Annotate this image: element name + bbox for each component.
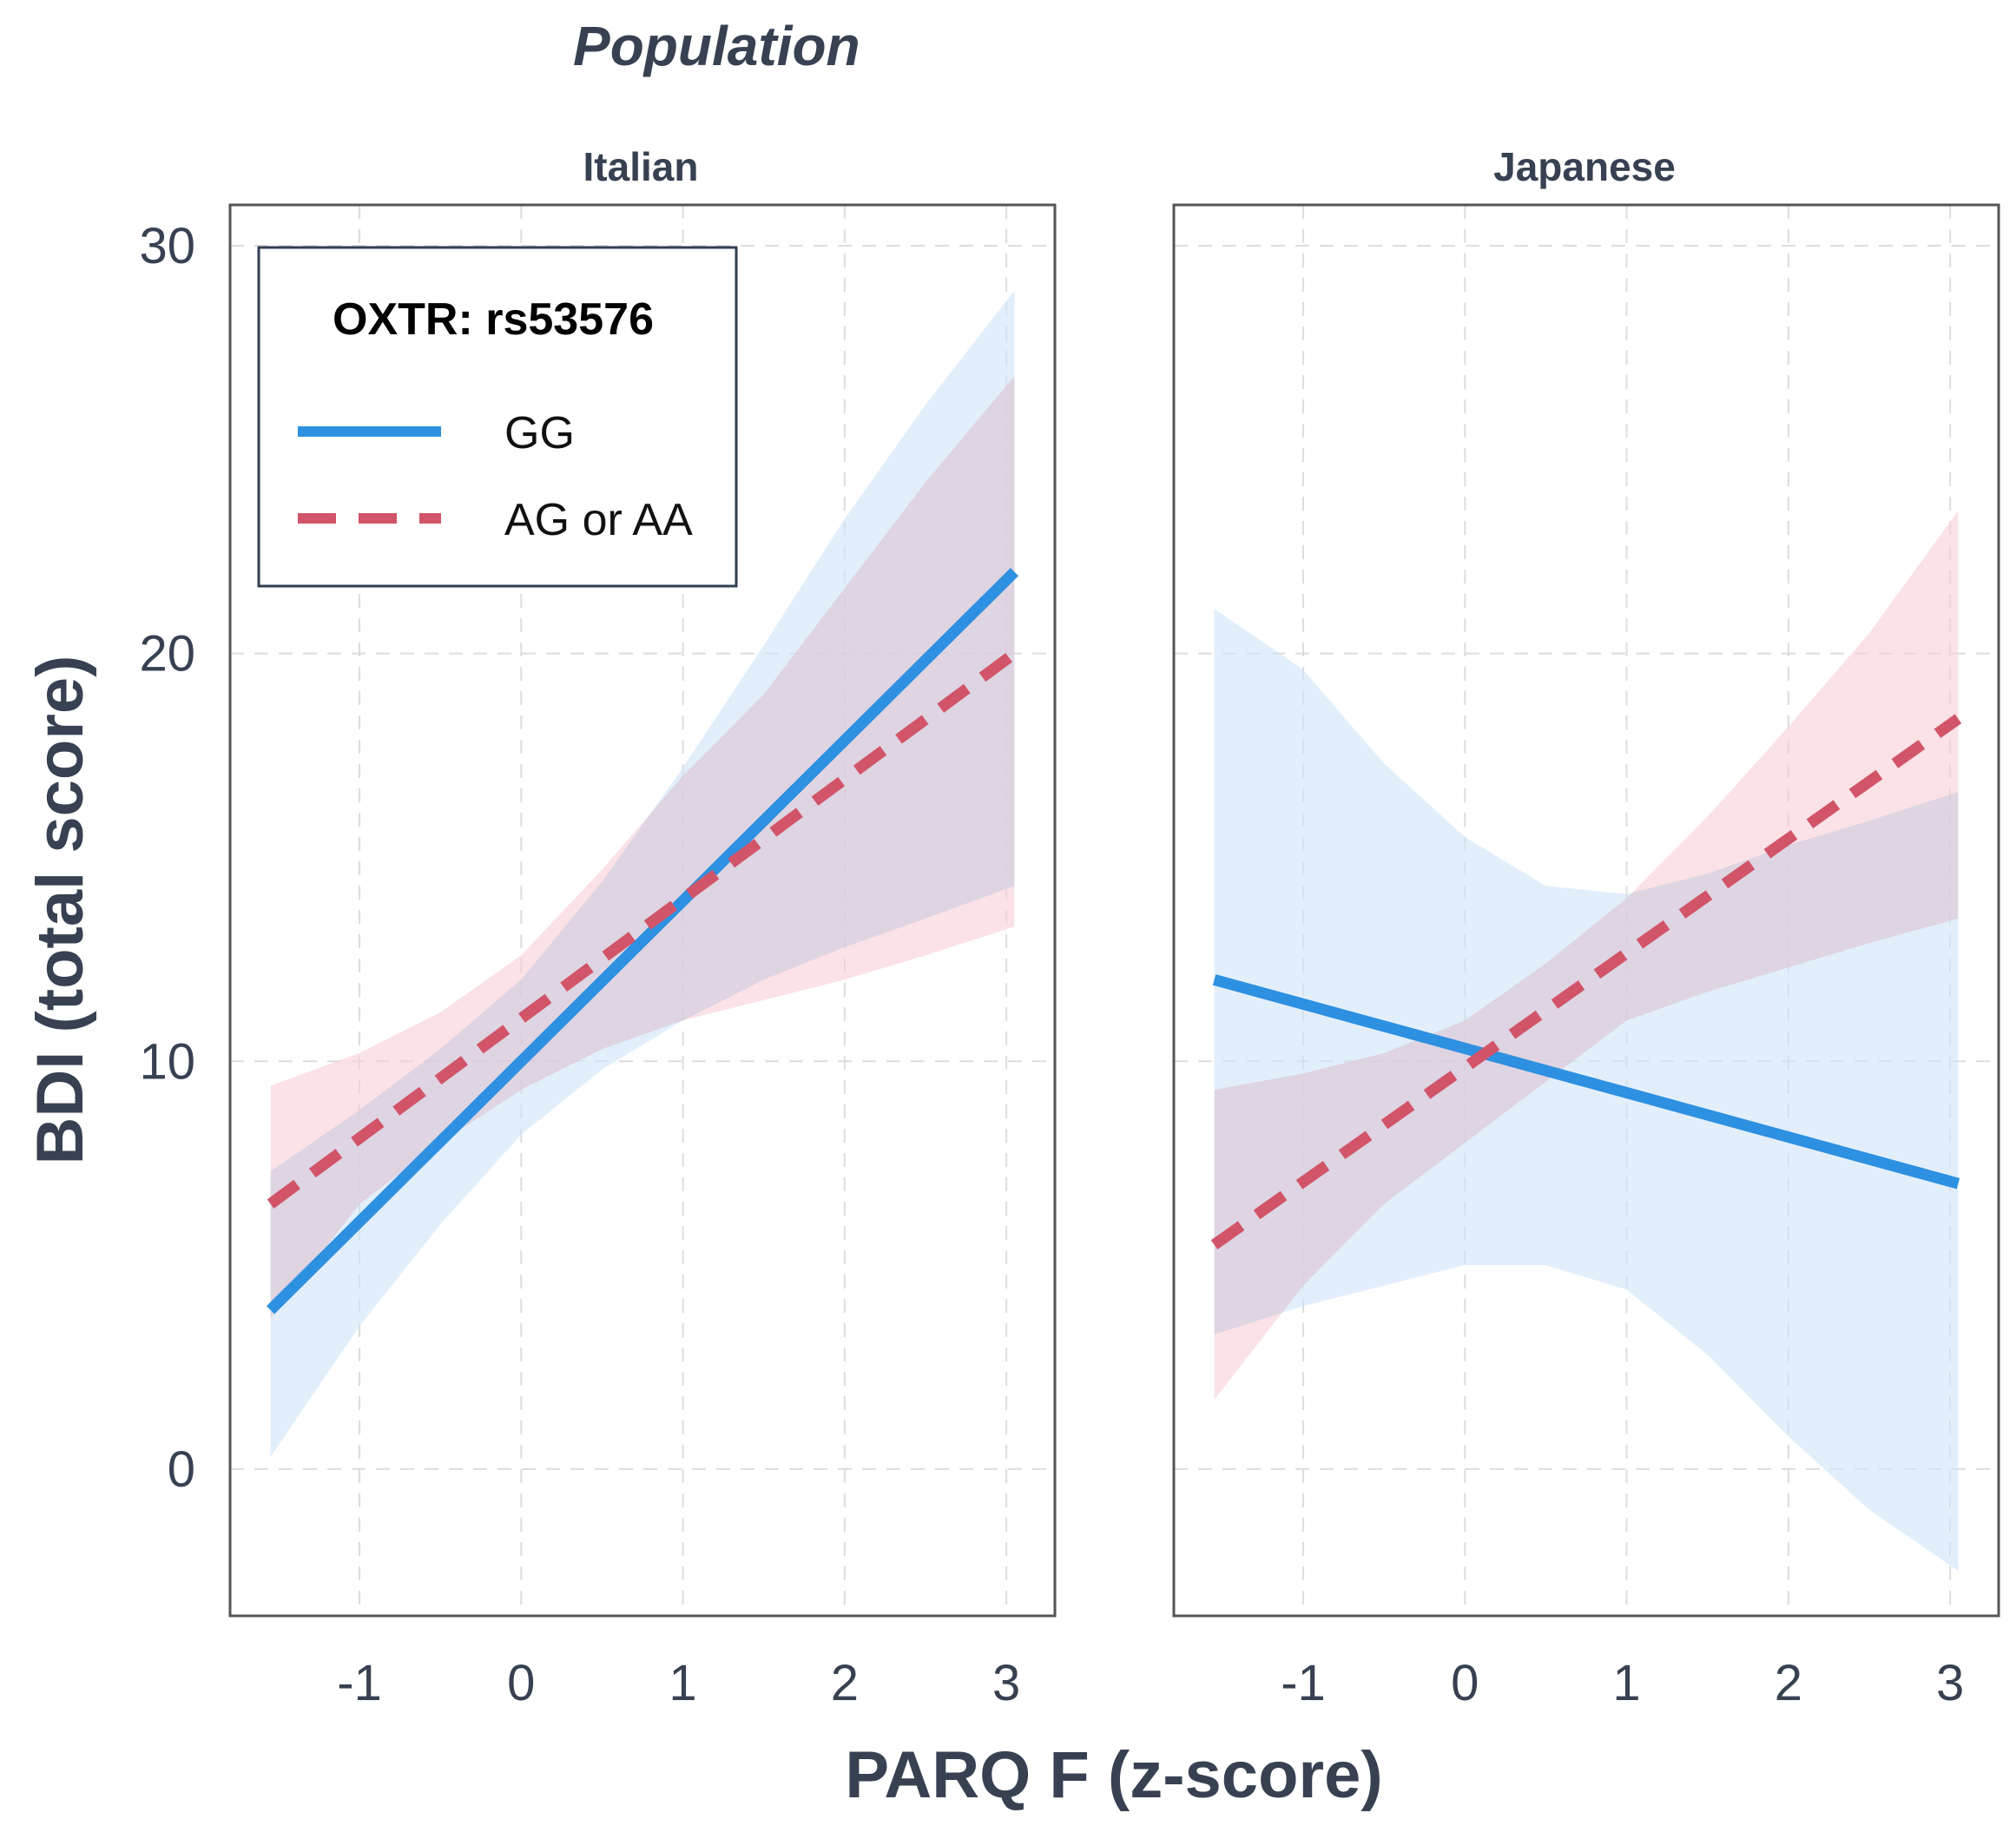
plot-area	[1210, 511, 1962, 1572]
panel-japanese: Japanese -1 0 1 2 3	[1172, 144, 2000, 1711]
x-tick-label: 1	[1612, 1655, 1640, 1711]
x-tick-label: -1	[1281, 1655, 1326, 1711]
panel-border	[1172, 203, 2000, 1618]
y-axis-title: BDI (total score)	[23, 656, 97, 1165]
panel-border	[228, 203, 1057, 1618]
panel-strip-label: Japanese	[1493, 144, 1676, 189]
ci-band-ag-or-aa	[1214, 511, 1959, 1401]
plot-area	[266, 290, 1019, 1457]
ci-band-gg	[1214, 609, 1959, 1572]
panel-strip-label: Italian	[583, 144, 699, 189]
x-tick-label: 3	[992, 1655, 1020, 1711]
y-tick-label: 0	[168, 1441, 195, 1498]
legend-title: OXTR: rs53576	[333, 294, 654, 345]
line-gg	[1212, 974, 1960, 1190]
legend-label-gg: GG	[504, 408, 575, 458]
x-tick-label: 2	[1775, 1655, 1802, 1711]
x-tick-label: 2	[831, 1655, 859, 1711]
y-tick-label: 10	[139, 1033, 195, 1090]
line-ag-or-aa	[1210, 714, 1962, 1249]
legend: OXTR: rs53576 GG AG or AA	[257, 246, 738, 588]
line-gg	[266, 568, 1019, 1315]
legend-label-ag-or-aa: AG or AA	[504, 495, 693, 545]
y-tick-label: 30	[139, 218, 195, 274]
legend-box	[257, 246, 738, 588]
x-tick-label: 3	[1936, 1655, 1964, 1711]
x-tick-label: 0	[507, 1655, 535, 1711]
chart-title: Population	[573, 15, 860, 77]
x-tick-label: -1	[337, 1655, 382, 1711]
ci-band-ag-or-aa	[270, 376, 1015, 1319]
x-tick-label: 0	[1451, 1655, 1479, 1711]
x-tick-label: 1	[669, 1655, 696, 1711]
y-tick-label: 20	[139, 626, 195, 682]
x-axis-title: PARQ F (z-score)	[845, 1738, 1382, 1812]
